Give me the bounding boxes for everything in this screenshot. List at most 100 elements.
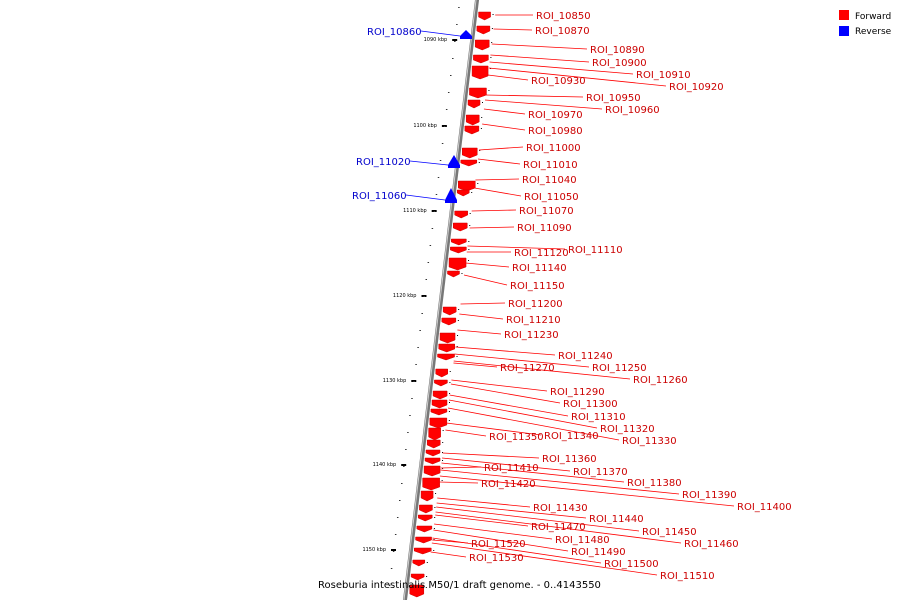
- leader-line-forward: [455, 346, 556, 356]
- forward-gene: [435, 368, 448, 378]
- reverse-gene: [445, 188, 457, 203]
- tick-major: [391, 549, 396, 551]
- forward-gene: [448, 257, 467, 271]
- forward-gene-label: ROI_11260: [633, 375, 688, 386]
- leader-line-forward: [435, 514, 529, 527]
- forward-gene-label: ROI_11310: [571, 412, 626, 423]
- forward-gene-label: ROI_11210: [506, 315, 561, 326]
- gene-dot: [425, 587, 427, 588]
- forward-gene-label: ROI_11420: [481, 479, 536, 490]
- tick-minor: [413, 381, 415, 382]
- forward-gene: [432, 390, 448, 400]
- forward-gene: [431, 399, 448, 409]
- gene-dot: [468, 241, 470, 242]
- legend-forward-swatch: [839, 10, 849, 20]
- leader-line-forward: [484, 99, 603, 110]
- leader-line-forward: [436, 506, 640, 532]
- forward-gene-label: ROI_10970: [528, 110, 583, 121]
- gene-dot: [442, 468, 444, 469]
- forward-gene: [460, 159, 478, 167]
- gene-dot: [480, 128, 482, 129]
- leader-line-forward: [463, 274, 508, 286]
- gene-dot: [481, 117, 483, 118]
- forward-gene-label: ROI_11000: [526, 143, 581, 154]
- tick-minor: [394, 534, 397, 535]
- tick-label: 1140 kbp: [373, 462, 397, 468]
- tick-minor: [454, 41, 456, 42]
- gene-dot: [479, 150, 481, 151]
- forward-gene: [422, 477, 440, 491]
- tick-minor: [445, 109, 448, 110]
- leader-line-forward: [460, 302, 506, 305]
- tick-minor: [443, 126, 446, 127]
- leader-line-forward: [450, 383, 561, 404]
- leader-line-forward: [437, 497, 531, 508]
- leader-line-forward: [449, 394, 569, 417]
- forward-gene: [424, 457, 441, 465]
- forward-gene-label: ROI_11340: [544, 431, 599, 442]
- leader-line-reverse: [420, 30, 461, 37]
- tick-label: 1090 kbp: [424, 37, 448, 43]
- forward-gene: [417, 514, 433, 522]
- gene-dot: [469, 213, 471, 214]
- forward-gene: [454, 210, 468, 219]
- leader-line-forward: [440, 469, 680, 495]
- leader-line-forward: [485, 94, 584, 98]
- leader-line-forward: [441, 462, 625, 483]
- gene-dot: [442, 430, 444, 431]
- gene-dot: [456, 356, 458, 357]
- forward-gene: [420, 490, 434, 502]
- forward-gene-label: ROI_11270: [500, 363, 555, 374]
- leader-line-forward: [482, 123, 526, 131]
- backbone-highlight: [403, 0, 477, 600]
- gene-dot: [457, 335, 459, 336]
- tick-label: 1130 kbp: [383, 378, 407, 384]
- forward-gene-label: ROI_11440: [589, 514, 644, 525]
- forward-gene: [410, 573, 425, 581]
- forward-gene: [413, 547, 432, 555]
- leader-line-forward: [430, 551, 467, 558]
- tick-minor: [415, 364, 417, 365]
- tick-minor: [419, 330, 421, 331]
- forward-gene: [425, 449, 441, 457]
- leader-line-forward: [454, 353, 590, 368]
- gene-dot: [468, 249, 470, 250]
- forward-gene: [423, 465, 441, 477]
- leader-line-forward: [488, 67, 667, 87]
- tick-minor: [407, 432, 409, 433]
- forward-gene-label: ROI_11040: [522, 175, 577, 186]
- forward-gene-label: ROI_11400: [737, 502, 792, 513]
- forward-gene-label: ROI_11230: [504, 330, 559, 341]
- gene-dot: [491, 28, 493, 29]
- gene-dot: [449, 382, 451, 383]
- leader-line-forward: [493, 28, 533, 31]
- forward-gene-label: ROI_11490: [571, 547, 626, 558]
- forward-gene-label: ROI_11360: [542, 454, 597, 465]
- forward-gene-label: ROI_11250: [592, 363, 647, 374]
- gene-dot: [482, 102, 483, 103]
- forward-gene: [429, 417, 448, 429]
- gene-dot: [491, 42, 493, 43]
- gene-dot: [435, 493, 437, 494]
- forward-gene: [473, 54, 489, 64]
- leader-line-forward: [491, 43, 588, 50]
- gene-dot: [433, 550, 435, 551]
- backbone-line: [402, 0, 480, 600]
- leader-line-forward: [471, 209, 517, 212]
- gene-dot: [492, 14, 494, 15]
- forward-gene: [416, 525, 433, 533]
- leader-line-forward: [441, 457, 571, 472]
- leader-line-forward: [469, 226, 515, 229]
- label-leaders: [405, 14, 735, 576]
- gene-dot: [426, 576, 428, 577]
- gene-dot: [448, 420, 450, 421]
- leader-line-forward: [447, 407, 620, 441]
- gene-dot: [488, 90, 490, 91]
- forward-gene-label: ROI_10850: [536, 11, 591, 22]
- gene-dot: [434, 507, 436, 508]
- legend-reverse-swatch: [839, 26, 849, 36]
- leader-line-forward: [446, 422, 542, 436]
- tick-minor: [417, 347, 419, 348]
- forward-gene-label: ROI_10960: [605, 105, 660, 116]
- leader-line-reverse: [405, 194, 446, 201]
